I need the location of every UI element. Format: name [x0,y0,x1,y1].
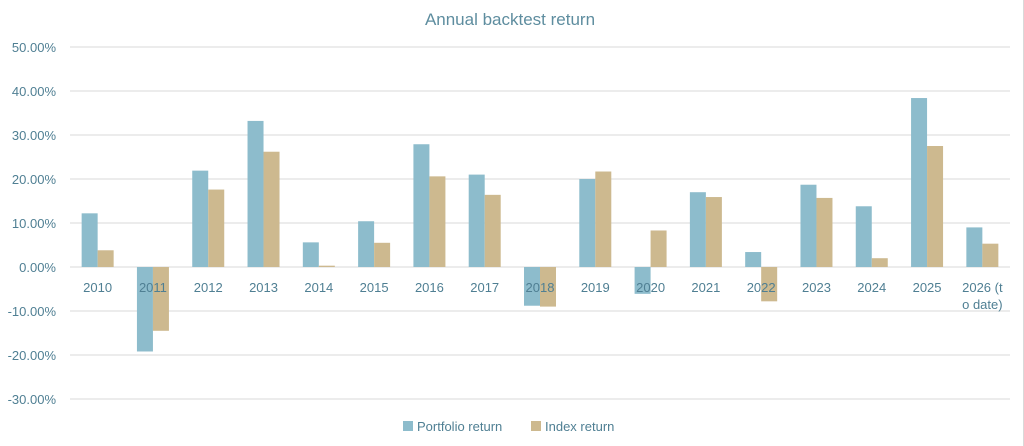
portfolio-bar-2018 [524,267,540,306]
x-tick-label: 2020 [636,280,665,295]
portfolio-bar-2013 [247,120,264,267]
legend: Portfolio return Index return [403,419,614,434]
portfolio-bar-2022 [745,252,762,267]
portfolio-legend-swatch [403,421,413,431]
portfolio-legend-label: Portfolio return [417,419,502,434]
index-bar-2011 [152,267,169,331]
portfolio-bar-2025 [911,98,928,267]
x-tick-label: 2015 [360,280,389,295]
y-tick-label: 40.00% [12,84,57,99]
index-bar-2023 [816,197,833,267]
index-bar-2017 [484,194,501,267]
index-bar-2022 [761,267,778,302]
x-tick-label: 2025 [913,280,942,295]
portfolio-bar-2010 [81,213,98,267]
portfolio-bar-2023 [800,184,817,267]
index-legend-swatch [531,421,541,431]
chart-title: Annual backtest return [425,10,595,29]
portfolio-bar-2021 [689,192,706,267]
index-legend-label: Index return [545,419,614,434]
x-tick-label: 2016 [415,280,444,295]
x-tick-label: 2022 [747,280,776,295]
portfolio-bar-2024 [855,206,872,267]
index-bar-2010 [97,250,114,267]
portfolio-bar-2014 [302,242,319,267]
portfolio-bar-2020 [634,267,651,294]
index-bar-2019 [595,171,612,267]
portfolio-bar-2011 [136,267,153,352]
x-tick-label: 2011 [139,280,167,295]
x-tick-label: 2018 [526,280,555,295]
index-bar-2014 [318,265,335,267]
index-bar-2012 [208,189,225,267]
portfolio-bar-2016 [413,144,430,267]
x-tick-label: 2026 (t o date) [962,280,1003,312]
portfolio-bar-2026 [966,227,983,267]
portfolio-bar-2017 [468,174,485,267]
y-tick-label: -10.00% [8,304,57,319]
x-axis: 2010 2011 2012 2013 2014 2015 2016 2017 2018 2019… [83,280,1003,312]
y-tick-label: -20.00% [8,348,57,363]
y-tick-label: 30.00% [12,128,57,143]
bars [81,98,999,352]
index-bar-2026 [982,243,999,267]
x-tick-label: 2010 [83,280,112,295]
x-tick-label: 2023 [802,280,831,295]
index-bar-2025 [927,146,944,267]
x-tick-label: 2024 [857,280,886,295]
index-bar-2016 [429,176,446,267]
index-bar-2018 [540,267,556,307]
y-tick-label: -30.00% [8,392,57,407]
x-tick-label: 2012 [194,280,223,295]
y-tick-label: 20.00% [12,172,57,187]
y-tick-label: 0.00% [19,260,56,275]
y-tick-label: 10.00% [12,216,57,231]
y-axis: 50.00% 40.00% 30.00% 20.00% 10.00% 0.00% -10.0… [8,40,57,407]
x-tick-label: 2019 [581,280,610,295]
x-tick-label: 2017 [470,280,499,295]
index-bar-2021 [705,197,722,267]
portfolio-bar-2012 [192,170,209,267]
y-tick-label: 50.00% [12,40,57,55]
x-tick-label: 2021 [691,280,720,295]
portfolio-bar-2015 [358,221,375,267]
x-tick-label: 2013 [249,280,278,295]
index-bar-2020 [650,230,667,267]
x-tick-label: 2014 [304,280,333,295]
portfolio-bar-2019 [579,179,596,267]
index-bar-2024 [871,258,888,267]
index-bar-2015 [374,242,391,267]
index-bar-2013 [263,151,280,267]
